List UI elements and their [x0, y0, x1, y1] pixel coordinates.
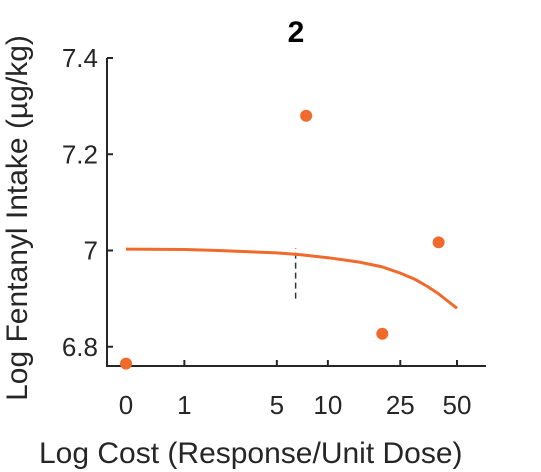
y-tick-label: 7 [84, 236, 98, 266]
y-axis-label: Log Fentanyl Intake (µg/kg) [1, 35, 34, 401]
x-tick-label: 50 [443, 390, 472, 420]
x-tick-label: 0 [119, 390, 133, 420]
chart-title: 2 [288, 16, 305, 49]
fit-curve [125, 247, 458, 310]
x-axis-ticks: 0 1 5 10 25 50 [119, 360, 472, 420]
y-tick-label: 7.2 [62, 139, 98, 169]
x-axis-label: Log Cost (Response/Unit Dose) [39, 437, 463, 470]
y-tick-label: 7.4 [62, 43, 98, 73]
data-points [120, 109, 445, 370]
y-tick-label: 6.8 [62, 332, 98, 362]
data-point [120, 357, 132, 370]
x-tick-label: 1 [177, 390, 191, 420]
data-point [432, 236, 445, 249]
x-tick-label: 5 [270, 390, 284, 420]
x-tick-label: 10 [313, 390, 342, 420]
data-point [300, 109, 313, 122]
y-axis-ticks: 6.8 7 7.2 7.4 [62, 43, 113, 362]
x-tick-label: 25 [386, 390, 415, 420]
data-point [376, 327, 389, 340]
